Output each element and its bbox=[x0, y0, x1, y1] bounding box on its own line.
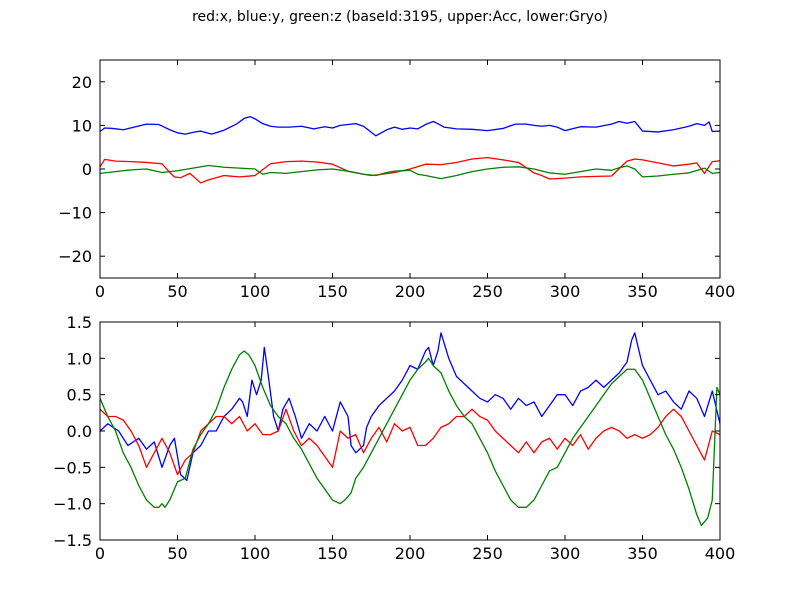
gyro-xtick-label: 200 bbox=[395, 544, 426, 563]
acc-xtick-label: 50 bbox=[167, 282, 187, 301]
gyro-xtick-label: 100 bbox=[240, 544, 271, 563]
gyroscope-subplot: 0 50 100 150 200 250 300 350 400 −1.5 −1.0 −0.5 0.0 0… bbox=[53, 313, 735, 563]
acc-xtick-label: 150 bbox=[317, 282, 348, 301]
gyro-ytick-label: −1.0 bbox=[53, 495, 92, 514]
gyro-xtick-label: 150 bbox=[317, 544, 348, 563]
acc-xtick-label: 300 bbox=[550, 282, 581, 301]
acc-ytick-label: 0 bbox=[82, 160, 92, 179]
gyro-xtick-label: 0 bbox=[95, 544, 105, 563]
acc-xtick-label: 0 bbox=[95, 282, 105, 301]
acc-ytick-label: 20 bbox=[72, 73, 92, 92]
figure-title: red:x, blue:y, green:z (baseId:3195, upp… bbox=[192, 9, 608, 25]
accelerometer-subplot: 0 50 100 150 200 250 300 350 400 −20 −10 0 10 20 bbox=[58, 59, 736, 301]
acc-xtick-label: 250 bbox=[472, 282, 503, 301]
gyro-ytick-label: −0.5 bbox=[53, 458, 92, 477]
gyro-xtick-label: 400 bbox=[705, 544, 736, 563]
acc-series-group bbox=[100, 116, 720, 184]
acc-series-y-line bbox=[100, 116, 720, 137]
gyro-ytick-label: 0.5 bbox=[67, 386, 92, 405]
gyro-xtick-label: 250 bbox=[472, 544, 503, 563]
gyro-ytick-label: 0.0 bbox=[67, 422, 92, 441]
acc-ytick-label: −20 bbox=[58, 247, 92, 266]
acc-xtick-label: 350 bbox=[627, 282, 658, 301]
gyro-ytick-label: 1.0 bbox=[67, 349, 92, 368]
acc-ytick-label: −10 bbox=[58, 204, 92, 223]
gyro-ytick-label: 1.5 bbox=[67, 313, 92, 332]
gyro-series-group bbox=[100, 332, 720, 527]
gyro-series-x-line bbox=[100, 408, 720, 476]
acc-series-z-line bbox=[100, 164, 720, 180]
acc-xtick-label: 100 bbox=[240, 282, 271, 301]
acc-ytick-label: 10 bbox=[72, 116, 92, 135]
gyro-xtick-label: 300 bbox=[550, 544, 581, 563]
gyro-ytick-label: −1.5 bbox=[53, 531, 92, 550]
gyro-series-y-line bbox=[100, 332, 720, 482]
gyro-xtick-label: 50 bbox=[167, 544, 187, 563]
acc-xtick-label: 400 bbox=[705, 282, 736, 301]
gyro-series-z-line bbox=[100, 350, 720, 527]
gyro-xtick-label: 350 bbox=[627, 544, 658, 563]
gyro-axes-frame bbox=[99, 321, 721, 541]
acc-xtick-label: 200 bbox=[395, 282, 426, 301]
